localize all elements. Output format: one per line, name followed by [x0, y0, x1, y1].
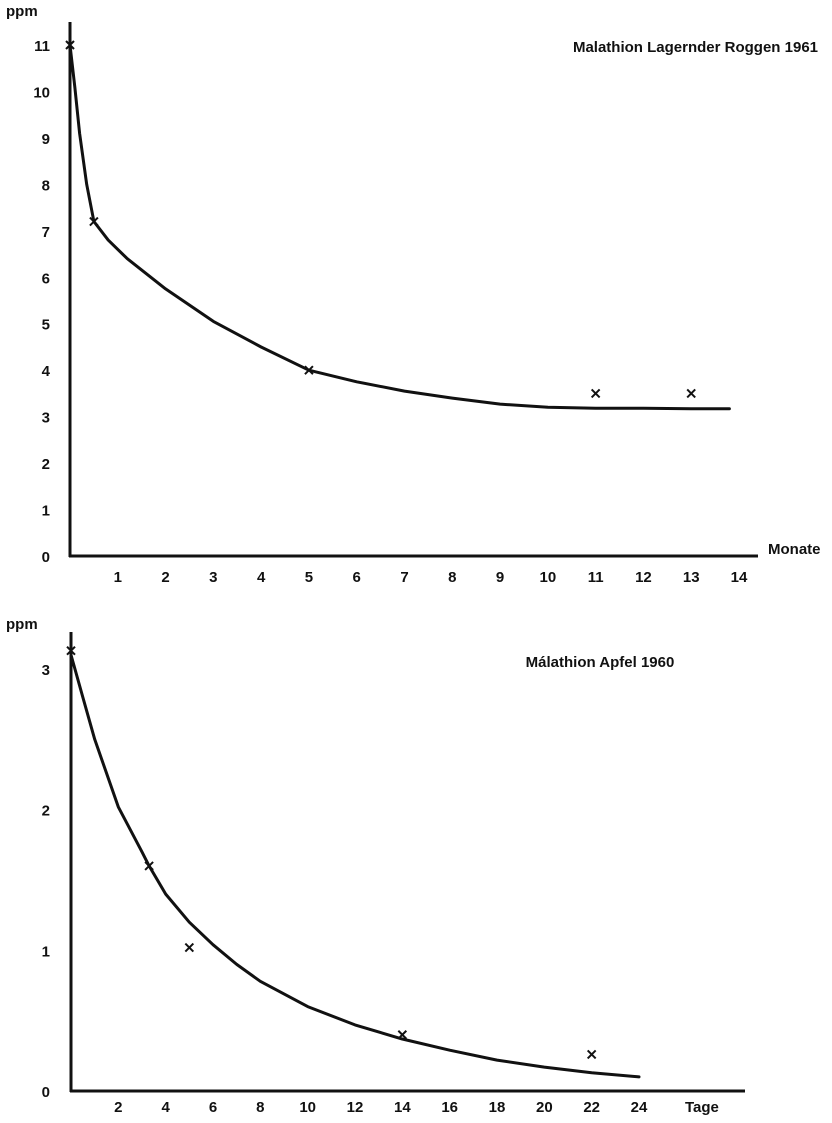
x-tick-label: 10	[299, 1099, 316, 1116]
data-points	[65, 40, 696, 399]
y-tick-label: 11	[34, 38, 50, 55]
x-tick-label: 1	[114, 569, 122, 586]
x-tick-label: 4	[257, 569, 266, 586]
x-tick-label: 20	[536, 1099, 553, 1116]
x-tick-label: 8	[448, 569, 456, 586]
data-point	[184, 942, 195, 953]
y-tick-label: 1	[42, 503, 50, 520]
data-point	[397, 1030, 408, 1040]
y-tick-label: 0	[42, 549, 50, 566]
chart-title: Malathion Lagernder Roggen 1961	[573, 39, 818, 56]
data-point	[590, 388, 601, 399]
y-tick-labels: 0 1 2 3	[42, 662, 50, 1101]
x-tick-label: 7	[400, 569, 408, 586]
y-tick-label: 2	[42, 456, 50, 473]
x-tick-label: 11	[588, 569, 604, 586]
y-tick-label: 10	[33, 84, 50, 101]
x-axis-label: Monate	[768, 541, 821, 558]
x-tick-label: 8	[256, 1099, 264, 1116]
data-point	[66, 646, 76, 656]
fit-curve-line	[69, 653, 641, 1079]
fit-curve-line	[68, 43, 731, 411]
data-point	[65, 40, 75, 50]
x-tick-label: 14	[731, 569, 748, 586]
y-tick-label: 2	[42, 803, 50, 820]
y-tick-label: 6	[42, 270, 50, 287]
data-point	[89, 216, 99, 227]
y-tick-label: 9	[42, 131, 50, 148]
x-tick-label: 13	[683, 569, 700, 586]
y-tick-label: 7	[42, 224, 50, 241]
fit-curve	[69, 653, 641, 1079]
x-tick-label: 10	[540, 569, 557, 586]
x-tick-label: 18	[489, 1099, 506, 1116]
data-point	[586, 1049, 597, 1060]
data-point	[304, 365, 314, 375]
x-tick-label: 9	[496, 569, 504, 586]
data-point	[686, 388, 696, 399]
x-tick-label: 6	[209, 1099, 217, 1116]
y-tick-label: 3	[42, 410, 50, 427]
x-tick-label: 3	[209, 569, 217, 586]
x-tick-label: 2	[161, 569, 169, 586]
x-axis-label: Tage	[685, 1099, 719, 1116]
x-tick-label: 2	[114, 1099, 122, 1116]
y-tick-label: 0	[42, 1084, 50, 1101]
x-tick-label: 16	[441, 1099, 458, 1116]
chart-title: Málathion Apfel 1960	[526, 654, 675, 671]
x-tick-label: 12	[347, 1099, 364, 1116]
y-axis-label: ppm	[6, 616, 38, 633]
x-tick-label: 24	[631, 1099, 648, 1116]
x-tick-label: 14	[394, 1099, 411, 1116]
chart-roggen: Malathion Lagernder Roggen 1961 ppm Mona…	[6, 3, 821, 586]
x-tick-labels: 1 2 3 4 5 6 7 8 9 10 11 12 13 14	[114, 569, 748, 586]
data-point	[144, 861, 154, 871]
y-axis-label: ppm	[6, 3, 38, 20]
x-tick-label: 22	[583, 1099, 600, 1116]
x-tick-label: 5	[305, 569, 313, 586]
y-tick-label: 4	[42, 363, 51, 380]
data-points	[66, 646, 597, 1060]
x-tick-label: 4	[161, 1099, 170, 1116]
y-tick-labels: 0 1 2 3 4 5 6 7 8 9 10 11	[33, 38, 50, 566]
y-tick-label: 1	[42, 943, 50, 960]
y-tick-label: 8	[42, 177, 50, 194]
y-tick-label: 3	[42, 662, 50, 679]
x-tick-label: 6	[353, 569, 361, 586]
y-tick-label: 5	[42, 317, 50, 334]
x-tick-labels: 2 4 6 8 10 12 14 16 18 20 22 24	[114, 1099, 648, 1116]
fit-curve	[68, 43, 731, 411]
x-tick-label: 12	[635, 569, 652, 586]
